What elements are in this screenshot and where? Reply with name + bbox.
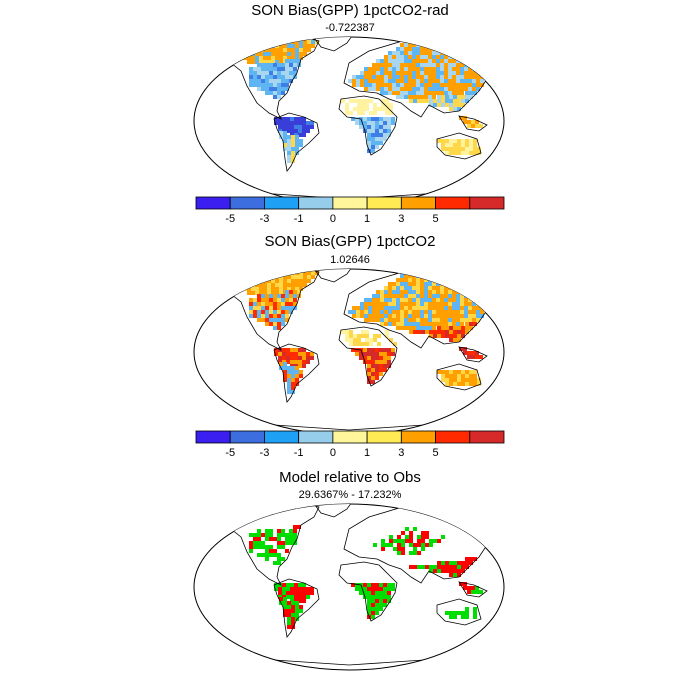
colorbar-tick-label: 1 [364, 213, 370, 225]
panel3-coastline-australia [436, 598, 482, 626]
colorbar-swatch [400, 196, 436, 210]
panel3-coastline-seAsia [458, 581, 488, 598]
panel3-coastline-northAmerica [224, 504, 320, 586]
colorbar-swatch [435, 196, 471, 210]
colorbar-tick-label: -5 [225, 213, 235, 225]
panel2-field-region [437, 370, 481, 386]
panel2-field-region [351, 348, 395, 384]
panel3-field-region [274, 583, 314, 603]
panel1-coastline-seAsia [458, 115, 488, 132]
panel3-coastline-southAmerica [273, 578, 320, 638]
panel1-coastline-greenland [308, 37, 355, 52]
colorbar-tick-label: -3 [260, 213, 270, 225]
panel2-subtitle: 1.02646 [330, 254, 370, 266]
panel2-coastline-africa [338, 326, 398, 387]
panel1-field-region [249, 59, 301, 99]
colorbar-tick-label: 5 [432, 447, 438, 459]
panel3-field-region [409, 557, 477, 577]
panel3-title: Model relative to Obs [279, 469, 421, 486]
panel2-field-region [341, 330, 397, 346]
colorbar-tick-label: 3 [398, 213, 404, 225]
panel2-coastline-greenland [308, 269, 355, 283]
panel1-map [193, 36, 505, 206]
colorbar-swatch [264, 430, 300, 444]
panel2-coastline-seAsia [458, 346, 488, 363]
panel1-field-region [459, 116, 483, 128]
colorbar-swatch [435, 430, 471, 444]
colorbar-swatch [195, 430, 231, 444]
panel1-field-region [409, 91, 477, 111]
panel1-title: SON Bias(GPP) 1pctCO2-rad [251, 2, 449, 19]
panel3-map [193, 503, 505, 671]
colorbar-tick-label: 3 [398, 447, 404, 459]
colorbar-tick-label: 5 [432, 213, 438, 225]
colorbar-tick-label: -1 [294, 213, 304, 225]
colorbar-tick-label: 0 [330, 213, 336, 225]
colorbar-swatch [229, 430, 265, 444]
panel3-coastline-greenland [308, 504, 355, 518]
panel1-field-region [437, 139, 481, 155]
panel1-coastline-southAmerica [273, 112, 320, 172]
colorbar-swatch [366, 196, 402, 210]
panel1-coastline-australia [436, 132, 482, 160]
colorbar-swatch [332, 430, 368, 444]
colorbar-2: -5 -3 -1 0 1 3 5 [195, 430, 505, 459]
panel3-coastline-africa [338, 561, 398, 622]
colorbar-swatch [366, 430, 402, 444]
panel2-field-region [459, 347, 483, 359]
panel3-field-region [373, 527, 449, 555]
panel3-subtitle: 29.6367% - 17.232% [298, 489, 402, 501]
panel1-coastline-africa [338, 95, 398, 156]
panel2-field-region [409, 322, 477, 342]
panel2-title: SON Bias(GPP) 1pctCO2 [264, 233, 436, 250]
panel2-field-region [249, 290, 301, 330]
panel3-field-region [445, 607, 477, 619]
panel3-field-region [459, 582, 483, 594]
colorbar-tick-label: -1 [294, 447, 304, 459]
panel2-coastline-australia [436, 363, 482, 391]
colorbar-tick-label: 1 [364, 447, 370, 459]
panel1-field-region [341, 99, 397, 115]
colorbar-swatch [469, 430, 505, 444]
colorbar-tick-label: 0 [330, 447, 336, 459]
panel2-coastline-northAmerica [224, 269, 320, 351]
colorbar-swatch [332, 196, 368, 210]
colorbar-swatch [298, 196, 334, 210]
panel2-coastline-southAmerica [273, 343, 320, 403]
colorbar-swatch [264, 196, 300, 210]
colorbar-swatch [229, 196, 265, 210]
colorbar-swatch [298, 430, 334, 444]
panel2-map [193, 268, 505, 436]
colorbar-swatch [195, 196, 231, 210]
colorbar-tick-label: -3 [260, 447, 270, 459]
panel3-field-region [249, 525, 301, 565]
colorbar-1: -5 -3 -1 0 1 3 5 [195, 196, 505, 225]
colorbar-tick-label: -5 [225, 447, 235, 459]
colorbar-swatch [469, 196, 505, 210]
panel1-subtitle: -0.722387 [325, 22, 375, 34]
colorbar-swatch [400, 430, 436, 444]
